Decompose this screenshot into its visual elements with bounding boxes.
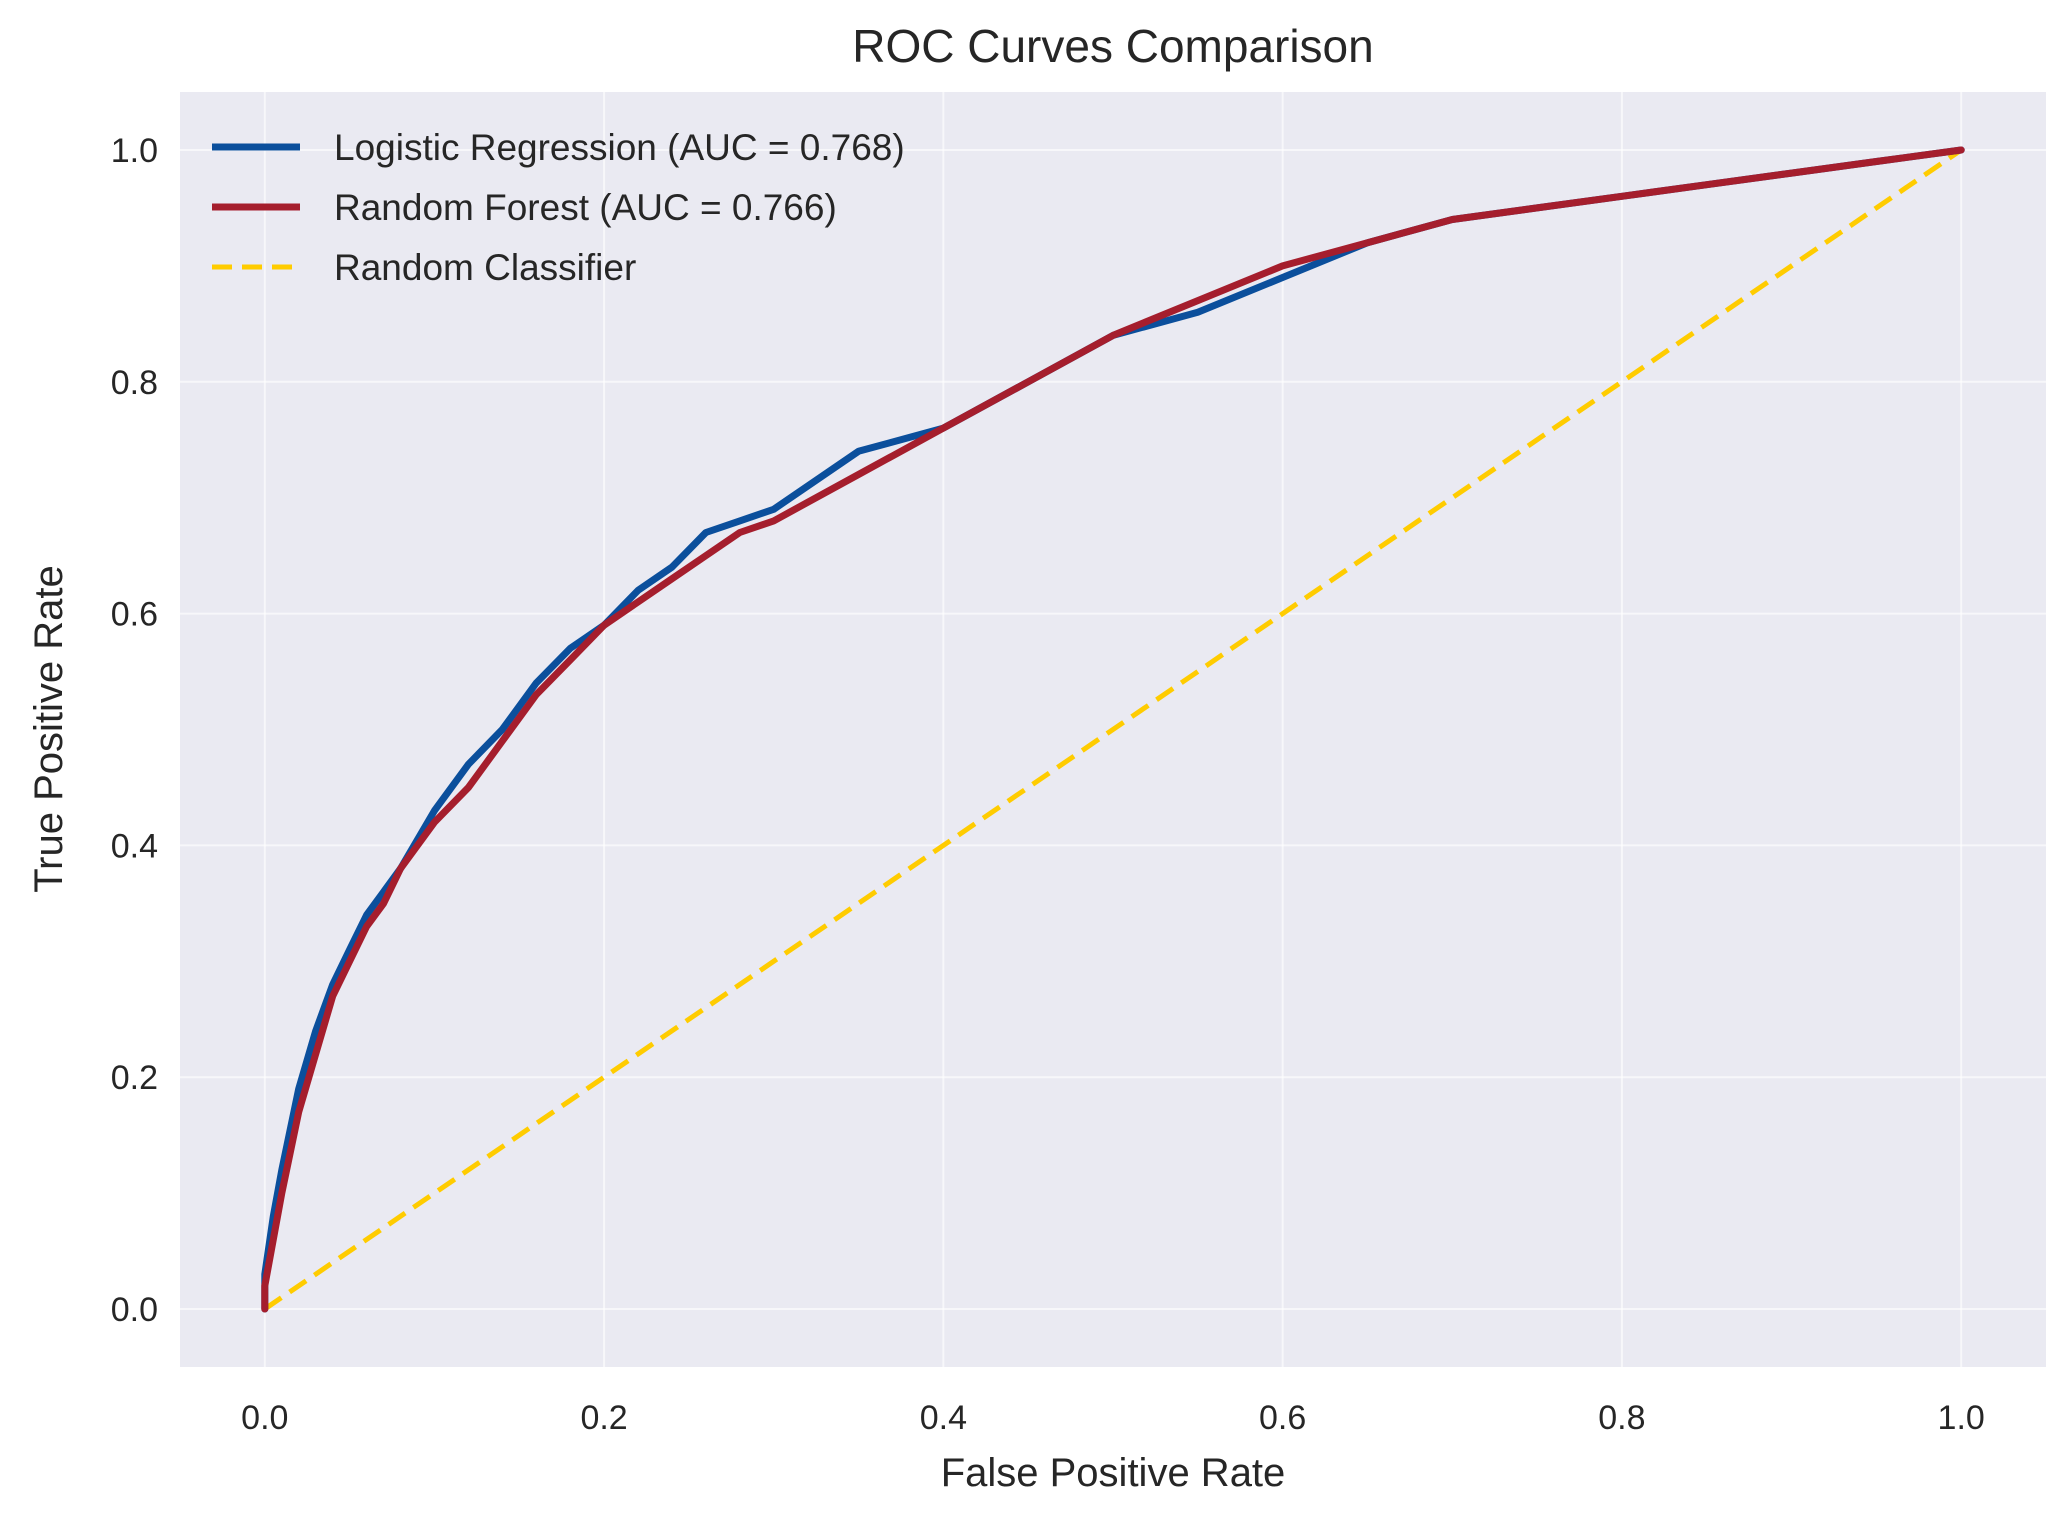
x-tick-label: 0.8 xyxy=(1598,1399,1645,1437)
legend-label-0: Logistic Regression (AUC = 0.768) xyxy=(334,127,905,168)
x-tick-label: 0.2 xyxy=(580,1399,627,1437)
series xyxy=(261,146,1965,1313)
y-tick-label: 0.2 xyxy=(111,1059,158,1097)
x-tick-label: 0.6 xyxy=(1259,1399,1306,1437)
legend: Logistic Regression (AUC = 0.768) Random … xyxy=(212,127,905,288)
y-tick-label: 0.8 xyxy=(111,364,158,402)
legend-label-1: Random Forest (AUC = 0.766) xyxy=(334,187,837,228)
series-line-1 xyxy=(261,146,1965,1313)
y-tick-label: 0.0 xyxy=(111,1291,158,1329)
x-tick-label: 1.0 xyxy=(1938,1399,1985,1437)
legend-label-2: Random Classifier xyxy=(334,247,636,288)
x-tick-label: 0.4 xyxy=(920,1399,967,1437)
x-axis-label: False Positive Rate xyxy=(941,1451,1286,1495)
x-tick-label: 0.0 xyxy=(241,1399,288,1437)
y-tick-label: 0.6 xyxy=(111,596,158,634)
series-line-2 xyxy=(263,147,1963,1312)
y-tick-label: 1.0 xyxy=(111,132,158,170)
ticks: 0.0 0.2 0.4 0.6 0.8 1.0 0.0 0.2 0.4 0.6 0.8 1.0 xyxy=(111,132,1985,1437)
y-tick-label: 0.4 xyxy=(111,827,158,865)
grid xyxy=(180,92,2046,1367)
y-axis-label: True Positive Rate xyxy=(27,565,71,893)
chart-title: ROC Curves Comparison xyxy=(852,20,1373,72)
